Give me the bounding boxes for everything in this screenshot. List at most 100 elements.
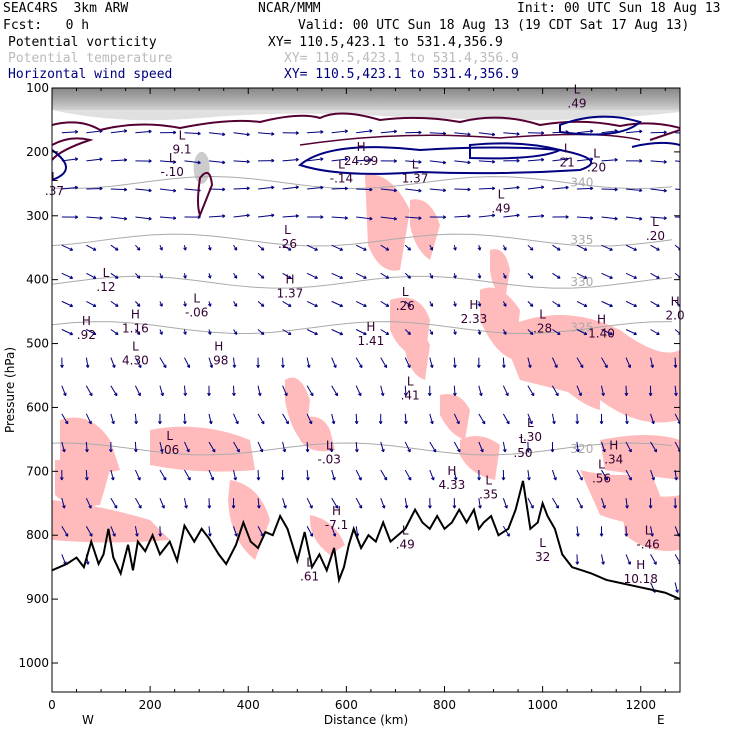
wind-vector-head — [506, 533, 510, 537]
wind-vector — [61, 385, 67, 396]
wind-vector — [674, 526, 680, 537]
wind-vector — [61, 329, 73, 335]
wind-vectors — [59, 129, 680, 593]
wind-vector — [674, 329, 680, 335]
wind-vector-head — [355, 448, 359, 453]
wind-vector — [675, 132, 680, 134]
wind-vector-head — [369, 158, 373, 162]
extremum-value: 4.30 — [122, 353, 149, 367]
y-tick-label: 800 — [26, 528, 49, 542]
wind-vector — [110, 526, 116, 537]
extremum-value: 4.33 — [439, 478, 466, 492]
wind-vector — [650, 469, 655, 481]
wind-vector — [380, 300, 389, 307]
wind-vector — [258, 132, 275, 135]
wind-vector-head — [358, 477, 362, 481]
pv-shaded-region — [365, 174, 410, 271]
wind-vector-head — [208, 533, 212, 537]
wind-vector — [331, 216, 348, 219]
wind-vector-head — [339, 303, 344, 308]
wind-vector — [61, 272, 73, 279]
wind-speed-contour — [469, 142, 563, 160]
wind-vector-head — [565, 185, 569, 190]
wind-vector — [502, 526, 510, 537]
wind-vector — [356, 159, 373, 162]
wind-vector-head — [453, 247, 457, 251]
x-tick-label: 600 — [335, 698, 358, 712]
wind-vector-head — [663, 216, 667, 221]
wind-vector — [306, 272, 318, 279]
pv-contour — [52, 137, 94, 161]
wind-vector-head — [506, 420, 510, 425]
wind-vector-head — [160, 392, 165, 397]
model-title: SEAC4RS 3km ARW — [3, 1, 129, 16]
pv-shaded-region — [405, 329, 430, 380]
wind-vector-head — [540, 185, 545, 190]
wind-vector-head — [246, 213, 250, 218]
extrema-labels: L9.1L.49L-.10L.37H24.99L-.14L1.37L21L.20… — [45, 83, 685, 586]
wind-vector-head — [112, 533, 116, 537]
wind-vector-head — [540, 214, 545, 218]
wind-vector — [233, 469, 237, 481]
extremum-value: .49 — [567, 97, 586, 111]
wind-vector — [233, 441, 240, 453]
wind-vector — [61, 131, 78, 134]
wind-vector-head — [135, 533, 139, 537]
extremum-type-high: H — [366, 320, 375, 334]
wind-vector-head — [172, 160, 177, 164]
wind-vector — [355, 413, 358, 424]
wind-vector-head — [675, 589, 679, 593]
wind-vector-head — [183, 275, 187, 279]
wind-vector-head — [541, 131, 545, 135]
wind-vector — [233, 187, 250, 190]
wind-vector-head — [283, 505, 287, 509]
wind-vector-head — [580, 364, 584, 369]
wind-vector — [355, 300, 367, 307]
wind-vector-head — [207, 275, 212, 279]
extremum-value: 2.0 — [666, 309, 685, 323]
wind-vector — [625, 216, 643, 220]
extremum-value: .56 — [592, 472, 611, 486]
y-axis-label: Pressure (hPa) — [3, 347, 17, 433]
extremum-type-low: L — [407, 374, 414, 388]
wind-vector-head — [136, 303, 141, 307]
wind-vector-head — [385, 247, 390, 251]
wind-vector — [110, 272, 119, 279]
extremum-value: -.03 — [317, 452, 340, 466]
extremum-type-low: L — [169, 151, 176, 165]
wind-vector-head — [85, 477, 89, 481]
extremum-type-low: L — [652, 215, 659, 229]
wind-vector — [478, 385, 482, 396]
wind-vector-head — [358, 392, 362, 397]
wind-vector — [208, 215, 226, 218]
wind-vector — [625, 469, 632, 481]
extremum-type-low: L — [598, 458, 605, 472]
extremum-type-low: L — [51, 170, 58, 184]
wind-vector-head — [477, 331, 482, 335]
wind-vector — [576, 357, 584, 368]
wind-vector — [86, 300, 97, 307]
wind-vector — [576, 244, 588, 251]
extremum-value: -.06 — [185, 305, 208, 319]
wind-vector — [502, 385, 509, 396]
wind-vector-head — [256, 477, 261, 481]
wind-vector — [551, 357, 558, 368]
theta-contour — [52, 321, 673, 335]
wind-vector — [159, 160, 176, 163]
wind-vector-head — [339, 331, 344, 336]
y-tick-label: 300 — [26, 209, 49, 223]
wind-vector-head — [529, 247, 534, 251]
wind-vector — [601, 244, 613, 251]
extremum-value: .49 — [491, 201, 510, 215]
pv-shaded-region — [490, 249, 510, 300]
wind-vector — [110, 329, 119, 335]
wind-vector — [454, 160, 471, 164]
wind-vector — [110, 300, 119, 307]
wind-vector — [650, 244, 660, 251]
wind-vector-head — [491, 213, 496, 218]
wind-vector-head — [653, 448, 658, 453]
extremum-type-high: H — [214, 339, 223, 353]
wind-vector-head — [320, 130, 324, 134]
wind-vector-head — [431, 477, 435, 481]
wind-vector-head — [172, 188, 177, 193]
